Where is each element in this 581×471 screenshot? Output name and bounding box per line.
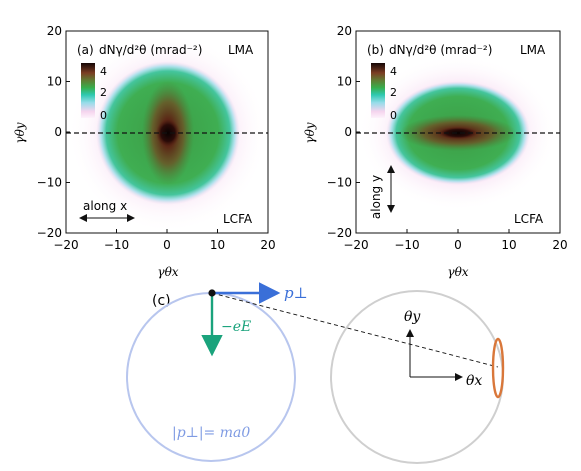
panel-b-x-tick-label: 20 xyxy=(552,238,567,252)
panel-a-y-tick-label: 20 xyxy=(47,24,62,38)
panel-a-xlabel: γθx xyxy=(157,265,178,279)
panel-a-peak xyxy=(156,119,180,147)
panel-a-y-tick-label: 0 xyxy=(54,125,62,139)
panel-b-y-tick-label: 10 xyxy=(337,75,352,89)
panel-b-x-tick-label: −20 xyxy=(343,238,368,252)
panel-b-colorbar xyxy=(371,63,385,118)
panel-a-direction-label: along x xyxy=(83,199,127,213)
panel-b-label: (b) xyxy=(367,43,384,57)
panel-b-cbar-tick-2: 2 xyxy=(390,86,397,99)
panel-a-regime-bottom: LCFA xyxy=(223,212,253,226)
panel-b-y-tick-label: 0 xyxy=(344,125,352,139)
panel-b-regime-top: LMA xyxy=(520,43,546,57)
panel-b-x-tick-label: 0 xyxy=(454,238,462,252)
panel-c-label: (c) xyxy=(152,293,171,309)
emission-trajectory xyxy=(211,292,499,368)
theta-x-label: θx xyxy=(466,373,482,389)
panel-b: 4 2 0 (b) dNγ/d²θ (mrad⁻²) LMA LCFA alon… xyxy=(303,24,568,279)
panel-a-ylabel: γθy xyxy=(13,122,27,143)
panel-b-cbar-tick-4: 4 xyxy=(390,65,397,78)
panel-a: 4 2 0 (a) dNγ/d²θ (mrad⁻²) LMA LCFA alon… xyxy=(13,24,276,279)
p-perp-label: p⊥ xyxy=(284,284,308,302)
panel-a-y-tick-label: 10 xyxy=(47,75,62,89)
panel-a-regime-top: LMA xyxy=(228,43,254,57)
electron-dot xyxy=(208,289,216,297)
panel-a-x-tick-label: −10 xyxy=(104,238,129,252)
panel-b-cbar-tick-0: 0 xyxy=(390,109,397,122)
panel-a-x-tick-label: 10 xyxy=(210,238,225,252)
field-label: −eE xyxy=(221,319,251,335)
panel-a-cbar-tick-2: 2 xyxy=(100,86,107,99)
panel-a-x-tick-label: 20 xyxy=(260,238,275,252)
panel-a-x-tick-label: 0 xyxy=(163,238,171,252)
panel-a-x-ticks: −20 −10 0 10 20 xyxy=(53,229,276,252)
panel-c-diagram: (c) p⊥ −eE |p⊥|= ma0 θy θx xyxy=(126,282,505,464)
panel-b-heatmap xyxy=(356,31,560,233)
theta-y-label: θy xyxy=(404,309,421,325)
panel-b-y-tick-label: −20 xyxy=(327,226,352,240)
panel-b-y-ticks: −20 −10 0 10 20 xyxy=(327,24,360,240)
panel-a-quantity: dNγ/d²θ (mrad⁻²) xyxy=(99,43,202,57)
panel-b-ylabel: γθy xyxy=(303,122,317,143)
panel-b-y-tick-label: −10 xyxy=(327,176,352,190)
panel-a-y-tick-label: −20 xyxy=(37,226,62,240)
panel-a-label: (a) xyxy=(77,43,94,57)
panel-a-x-tick-label: −20 xyxy=(53,238,78,252)
panel-b-xlabel: γθx xyxy=(447,265,468,279)
panel-a-heatmap xyxy=(66,31,268,233)
panel-b-direction-label: along y xyxy=(369,175,383,219)
panel-b-quantity: dNγ/d²θ (mrad⁻²) xyxy=(389,43,492,57)
panel-a-cbar-tick-4: 4 xyxy=(100,65,107,78)
momentum-condition: |p⊥|= ma0 xyxy=(172,425,250,441)
panel-b-peak xyxy=(438,127,478,139)
panel-a-y-ticks: −20 −10 0 10 20 xyxy=(37,24,70,240)
emission-spot xyxy=(491,337,505,399)
panel-a-cbar-tick-0: 0 xyxy=(100,109,107,122)
panel-a-colorbar xyxy=(81,63,95,118)
panel-a-y-tick-label: −10 xyxy=(37,176,62,190)
panel-b-y-tick-label: 20 xyxy=(337,24,352,38)
panel-b-x-tick-label: 10 xyxy=(501,238,516,252)
panel-b-regime-bottom: LCFA xyxy=(514,212,544,226)
panel-b-x-tick-label: −10 xyxy=(394,238,419,252)
panel-b-x-ticks: −20 −10 0 10 20 xyxy=(343,229,568,252)
